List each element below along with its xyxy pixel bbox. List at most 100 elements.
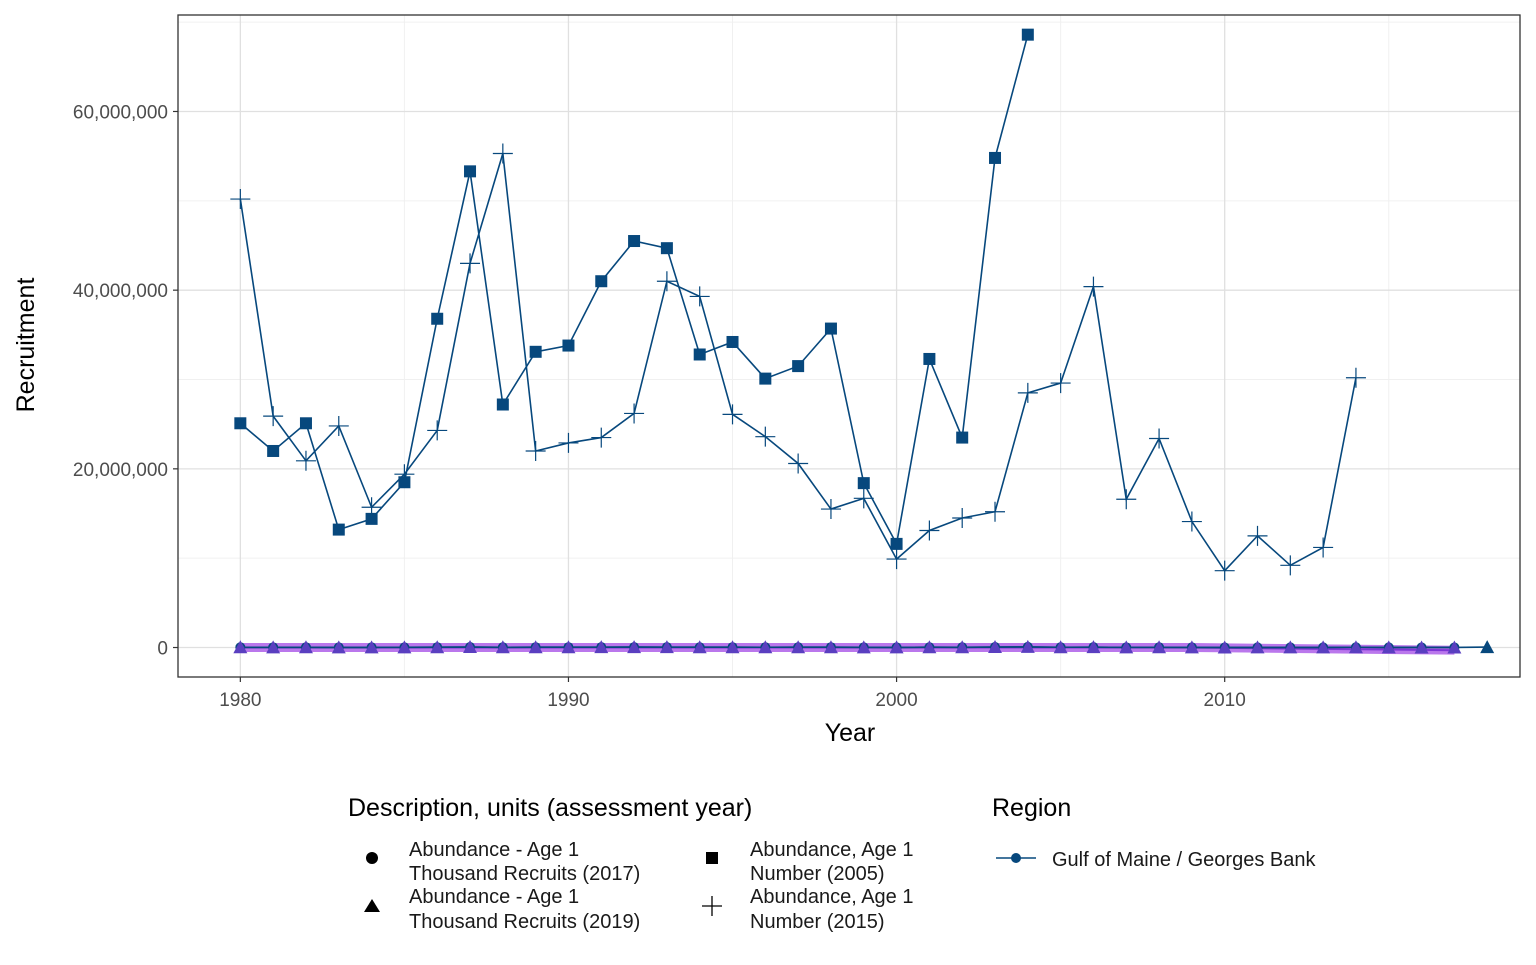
data-point-plus — [1345, 367, 1366, 388]
legend-shape-title: Description, units (assessment year) — [348, 794, 752, 822]
legend-label-line1: Abundance, Age 1 — [750, 886, 913, 908]
legend-entry-circle: Abundance - Age 1 Thousand Recruits (201… — [366, 839, 640, 885]
legend-key-triangle — [364, 899, 380, 912]
legend-label-line1: Abundance, Age 1 — [750, 839, 913, 861]
x-tick-label: 2010 — [1204, 690, 1246, 711]
legend-label-line2: Thousand Recruits (2017) — [409, 863, 640, 885]
data-point-plus — [919, 520, 940, 541]
data-point-triangle — [758, 640, 773, 654]
data-point-plus — [1017, 382, 1038, 403]
data-point-square — [398, 476, 411, 489]
legend-key-square — [706, 852, 718, 864]
data-point-triangle — [397, 640, 412, 654]
data-point-square — [792, 360, 805, 373]
legend-key-point — [1011, 853, 1021, 863]
x-axis-title: Year — [825, 719, 876, 747]
data-point-triangle — [594, 640, 609, 654]
x-tick-label: 1980 — [219, 690, 261, 711]
panel-border — [177, 14, 1521, 678]
data-point-triangle — [233, 640, 248, 654]
data-point-plus — [1050, 373, 1071, 394]
data-point-plus — [985, 501, 1006, 522]
data-point-square — [1021, 28, 1034, 41]
data-point-plus — [591, 427, 612, 448]
data-point-triangle — [1348, 640, 1363, 654]
data-point-triangle — [1316, 640, 1331, 654]
data-point-triangle — [298, 640, 313, 654]
data-point-triangle — [922, 640, 937, 654]
legend-label-line1: Abundance - Age 1 — [409, 886, 579, 908]
legend-entry-region: Gulf of Maine / Georges Bank — [996, 849, 1316, 871]
data-point-plus — [722, 404, 743, 425]
data-point-triangle — [1447, 640, 1462, 654]
y-tick-label: 60,000,000 — [73, 102, 168, 123]
y-tick-label: 0 — [157, 639, 168, 660]
data-point-plus — [1083, 276, 1104, 297]
data-point-square — [332, 523, 345, 536]
data-point-plus — [624, 403, 645, 424]
data-point-plus — [755, 426, 776, 447]
data-point-square — [529, 345, 542, 358]
data-point-triangle — [889, 640, 904, 654]
data-point-triangle — [659, 640, 674, 654]
y-axis: 0 20,000,000 40,000,000 60,000,000 — [73, 102, 178, 660]
data-point-triangle — [1250, 640, 1265, 654]
data-point-triangle — [495, 640, 510, 654]
data-point-triangle — [627, 640, 642, 654]
series-square — [234, 28, 1034, 550]
series-plus — [230, 143, 1366, 581]
data-point-square — [989, 151, 1002, 164]
data-point-plus — [558, 432, 579, 453]
data-point-plus — [1149, 428, 1170, 449]
data-point-plus — [689, 286, 710, 307]
data-point-triangle — [1119, 640, 1134, 654]
data-point-square — [365, 512, 378, 525]
legend-label-line2: Thousand Recruits (2019) — [409, 911, 640, 933]
data-point-plus — [295, 450, 316, 471]
data-point-plus — [1116, 489, 1137, 510]
data-point-triangle — [331, 640, 346, 654]
data-point-square — [464, 165, 477, 178]
legend-region-label: Gulf of Maine / Georges Bank — [1052, 849, 1316, 871]
data-point-square — [890, 537, 903, 550]
data-point-triangle — [364, 640, 379, 654]
data-point-plus — [1247, 525, 1268, 546]
x-tick-label: 2000 — [875, 690, 917, 711]
data-point-square — [824, 322, 837, 335]
data-point-square — [956, 431, 969, 444]
data-point-triangle — [823, 640, 838, 654]
data-point-square — [267, 444, 280, 457]
data-point-square — [234, 417, 247, 430]
data-point-triangle — [1086, 640, 1101, 654]
data-point-triangle — [463, 640, 478, 654]
legend-key-plus — [702, 896, 722, 916]
data-point-plus — [427, 420, 448, 441]
data-point-plus — [853, 488, 874, 509]
legend-label-line2: Number (2015) — [750, 911, 885, 933]
data-point-triangle — [1414, 640, 1429, 654]
data-point-square — [660, 242, 673, 255]
data-point-triangle — [725, 640, 740, 654]
legend-label-line1: Abundance - Age 1 — [409, 839, 579, 861]
data-point-square — [726, 335, 739, 348]
data-point-square — [595, 275, 608, 288]
data-point-square — [628, 235, 641, 248]
legend-entry-triangle: Abundance - Age 1 Thousand Recruits (201… — [364, 886, 640, 933]
data-point-triangle — [692, 640, 707, 654]
data-point-plus — [1214, 560, 1235, 581]
x-tick-label: 1990 — [547, 690, 589, 711]
data-point-plus — [230, 189, 251, 210]
data-point-plus — [820, 499, 841, 520]
data-point-plus — [788, 453, 809, 474]
legend-label-line2: Number (2005) — [750, 863, 885, 885]
legend-entry-plus: Abundance, Age 1 Number (2015) — [702, 886, 913, 933]
data-point-triangle — [1020, 639, 1035, 653]
data-point-triangle — [955, 640, 970, 654]
data-point-triangle — [1053, 640, 1068, 654]
data-point-square — [431, 312, 444, 325]
data-point-plus — [1280, 555, 1301, 576]
data-point-triangle — [791, 640, 806, 654]
data-point-triangle — [528, 640, 543, 654]
data-point-plus — [1181, 511, 1202, 532]
